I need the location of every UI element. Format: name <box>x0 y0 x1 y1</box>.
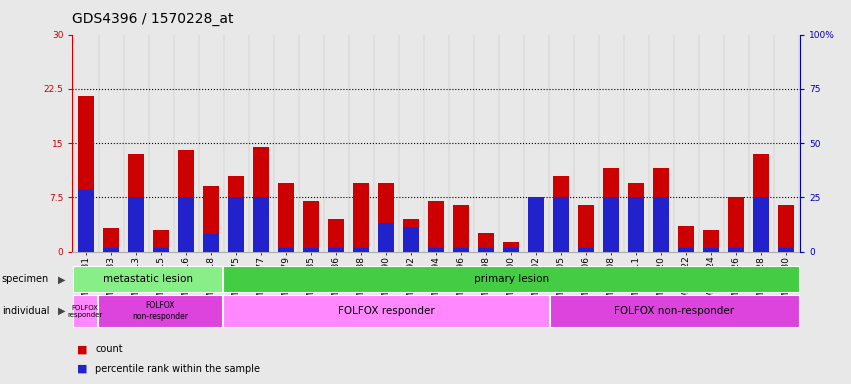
Bar <box>578 248 594 252</box>
Bar <box>378 223 394 252</box>
Bar <box>428 201 444 252</box>
Bar <box>328 248 345 252</box>
Bar <box>378 183 394 252</box>
Bar <box>328 219 345 252</box>
Bar <box>778 248 794 252</box>
Bar <box>428 248 444 252</box>
Bar <box>550 296 799 326</box>
Bar <box>703 230 719 252</box>
Bar <box>73 266 222 292</box>
Bar <box>223 266 799 292</box>
Bar <box>478 248 494 252</box>
Bar <box>403 227 420 252</box>
Bar <box>278 248 294 252</box>
Bar <box>578 205 594 252</box>
Text: metastatic lesion: metastatic lesion <box>103 274 192 285</box>
Bar <box>678 226 694 252</box>
Bar <box>728 197 745 252</box>
Bar <box>178 197 194 252</box>
Bar <box>753 154 769 252</box>
Bar <box>103 228 119 252</box>
Bar <box>603 168 620 252</box>
Bar <box>73 296 97 326</box>
Bar <box>703 248 719 252</box>
Bar <box>78 96 94 252</box>
Bar <box>503 242 519 252</box>
Bar <box>303 201 319 252</box>
Bar <box>453 248 469 252</box>
Bar <box>553 197 569 252</box>
Bar <box>228 197 244 252</box>
Bar <box>653 168 669 252</box>
Bar <box>303 248 319 252</box>
Bar <box>98 296 222 326</box>
Bar <box>353 183 369 252</box>
Bar <box>153 230 169 252</box>
Text: FOLFOX responder: FOLFOX responder <box>338 306 434 316</box>
Text: GDS4396 / 1570228_at: GDS4396 / 1570228_at <box>72 12 234 26</box>
Bar <box>778 205 794 252</box>
Bar <box>628 183 644 252</box>
Bar <box>653 197 669 252</box>
Bar <box>678 248 694 252</box>
Bar <box>278 183 294 252</box>
Text: specimen: specimen <box>2 274 49 285</box>
Text: ▶: ▶ <box>59 274 66 285</box>
Bar <box>453 205 469 252</box>
Bar <box>153 248 169 252</box>
Text: primary lesion: primary lesion <box>474 274 549 285</box>
Text: FOLFOX
non-responder: FOLFOX non-responder <box>132 301 188 321</box>
Bar <box>728 248 745 252</box>
Bar <box>503 248 519 252</box>
Bar <box>353 248 369 252</box>
Bar <box>253 197 269 252</box>
Bar <box>253 147 269 252</box>
Text: FOLFOX
responder: FOLFOX responder <box>67 305 102 318</box>
Bar <box>528 197 545 252</box>
Bar <box>103 248 119 252</box>
Bar <box>128 154 144 252</box>
Bar <box>78 190 94 252</box>
Bar <box>228 175 244 252</box>
Bar <box>128 197 144 252</box>
Text: individual: individual <box>2 306 49 316</box>
Bar <box>403 219 420 252</box>
Text: count: count <box>95 344 123 354</box>
Bar <box>628 197 644 252</box>
Text: percentile rank within the sample: percentile rank within the sample <box>95 364 260 374</box>
Bar <box>178 150 194 252</box>
Text: ▶: ▶ <box>59 306 66 316</box>
Bar <box>528 212 545 252</box>
Bar <box>553 175 569 252</box>
Bar <box>203 187 220 252</box>
Bar <box>603 197 620 252</box>
Bar <box>203 234 220 252</box>
Text: ■: ■ <box>77 344 87 354</box>
Text: ■: ■ <box>77 364 87 374</box>
Bar <box>753 197 769 252</box>
Text: FOLFOX non-responder: FOLFOX non-responder <box>614 306 734 316</box>
Bar <box>478 233 494 252</box>
Bar <box>223 296 549 326</box>
